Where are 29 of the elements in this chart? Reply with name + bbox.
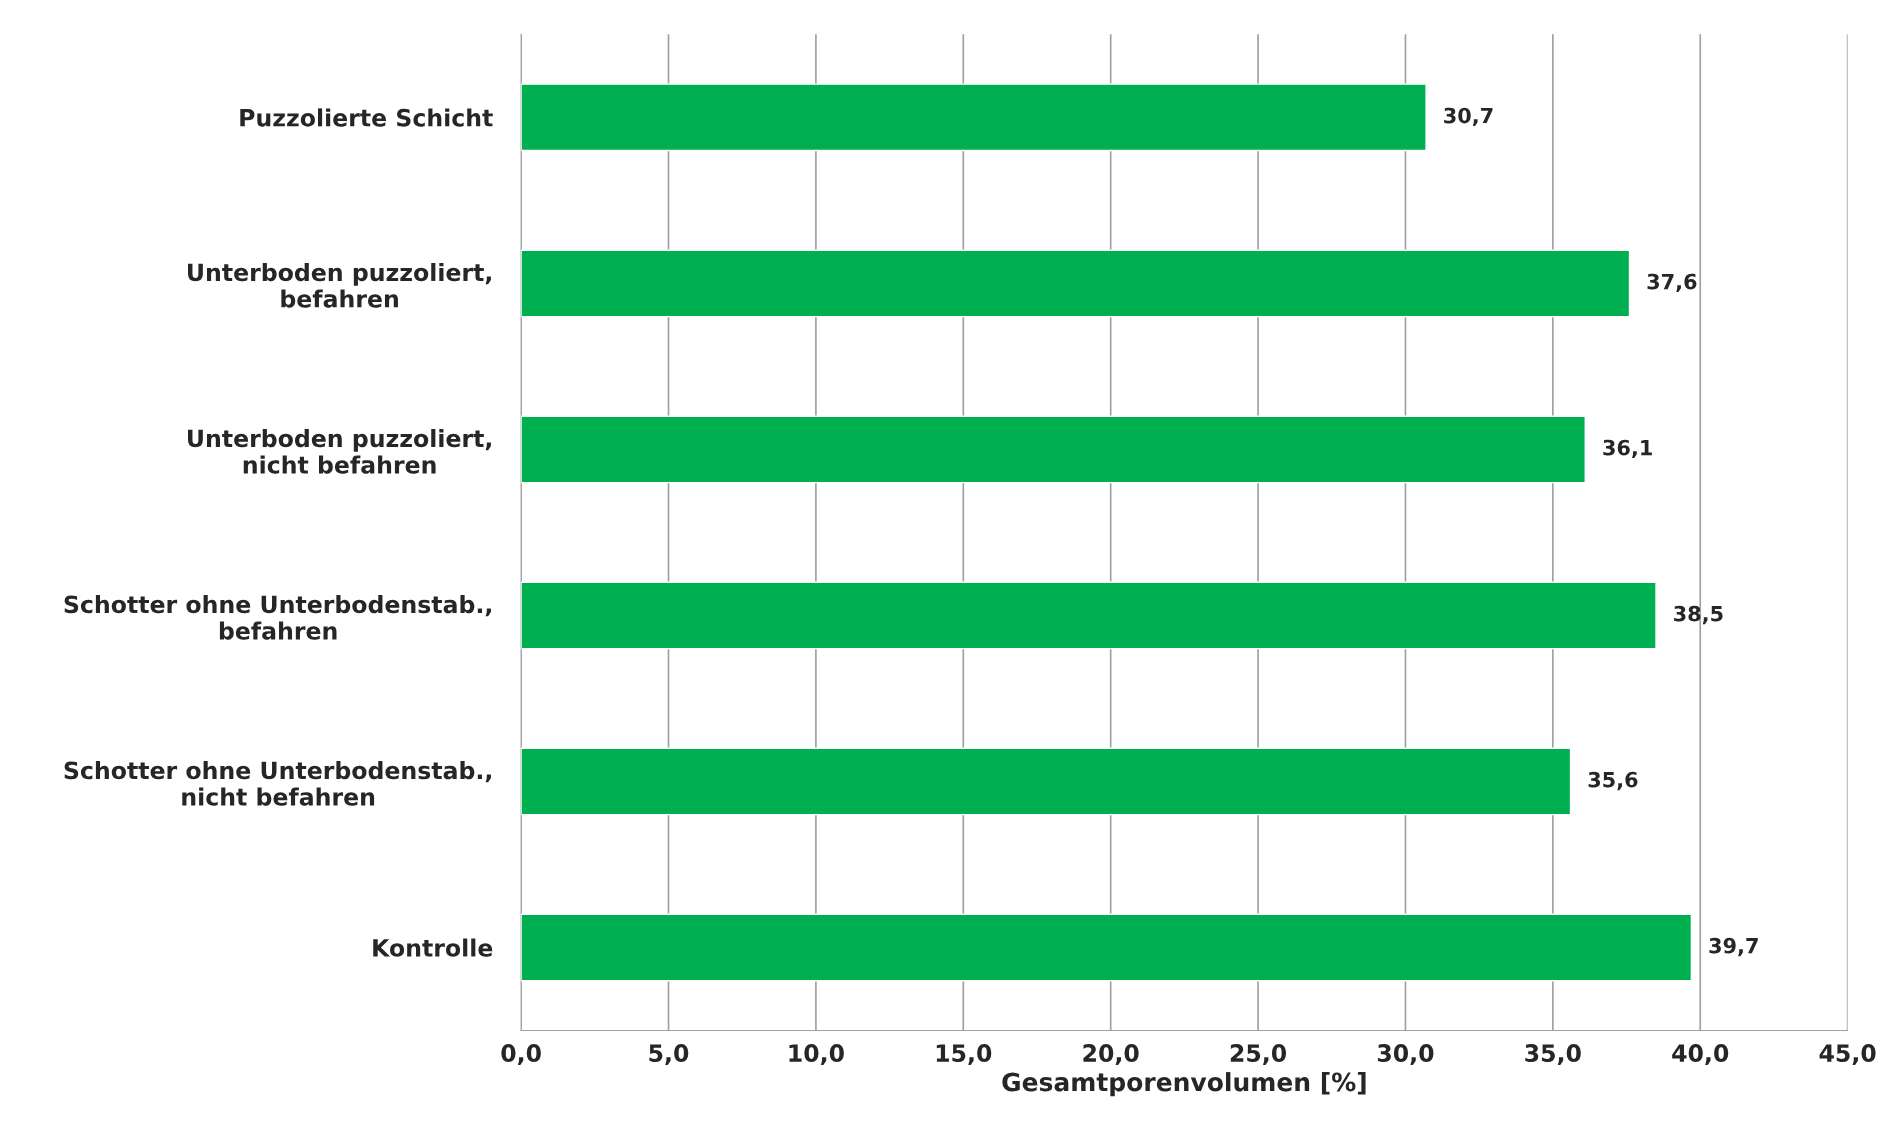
data-label: 36,1 [1603,439,1652,459]
x-tick-label: 0,0 [501,1044,541,1065]
bar [521,747,1572,816]
data-label: 39,7 [1709,937,1758,957]
bar [521,913,1693,982]
y-tick-label: Unterboden puzzoliert, befahren [188,262,491,308]
bar [521,415,1586,484]
x-tick-label: 45,0 [1819,1044,1876,1065]
x-tick-label: 40,0 [1672,1044,1729,1065]
bar [521,249,1631,318]
x-tick-label: 15,0 [936,1044,992,1065]
y-tick-label: Unterboden puzzoliert, nicht befahren [188,429,491,474]
data-label: 30,7 [1444,107,1493,127]
y-tick-label: Schotter ohne Unterbodenstab., nicht befahren [64,761,491,806]
x-tick-label: 30,0 [1377,1044,1434,1065]
x-tick-label: 25,0 [1230,1044,1287,1065]
bar [521,83,1427,152]
data-label: 38,5 [1674,605,1723,625]
y-tick-label: Schotter ohne Unterbodenstab., befahren [64,595,491,640]
x-tick-label: 20,0 [1083,1044,1139,1065]
data-label: 37,6 [1647,273,1697,293]
x-tick-label: 35,0 [1525,1044,1581,1065]
y-tick-label: Kontrolle [373,938,493,957]
data-label: 35,6 [1588,771,1638,791]
x-axis-title: Gesamtporenvolumen [%] [1002,1072,1366,1097]
bar [521,581,1657,650]
x-tick-label: 10,0 [789,1044,844,1065]
y-tick-label: Puzzolierte Schicht [240,108,493,127]
x-tick-label: 5,0 [649,1044,689,1065]
